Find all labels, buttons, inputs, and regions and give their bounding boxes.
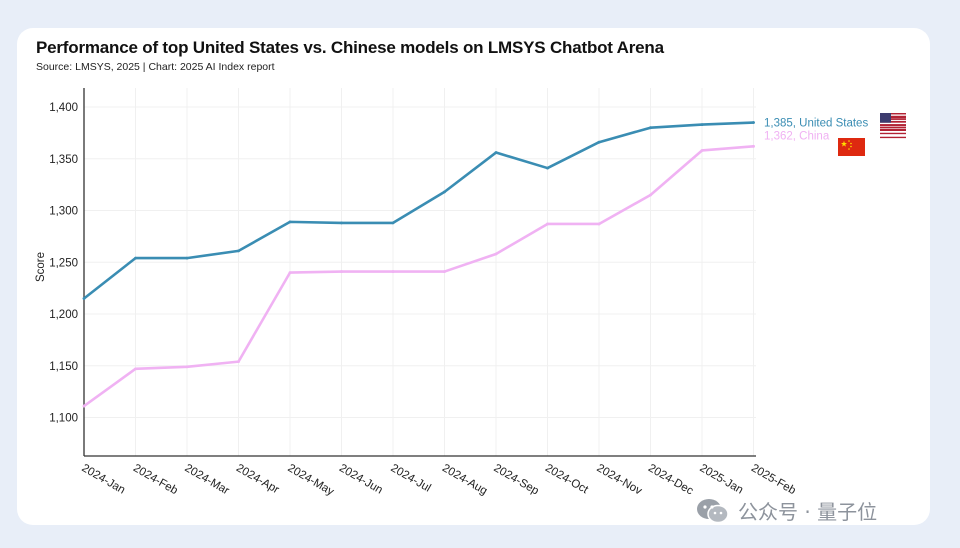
x-tick-label: 2024-Oct: [543, 462, 591, 496]
x-tick-label: 2024-Aug: [440, 462, 489, 497]
x-tick-label: 2024-Feb: [131, 462, 180, 497]
end-label-united-states: 1,385, United States: [764, 118, 868, 130]
series-line-united-states: [82, 121, 755, 300]
y-tick-label: 1,400: [49, 102, 78, 114]
data-point: [752, 144, 755, 148]
chart-title: Performance of top United States vs. Chi…: [36, 38, 664, 57]
watermark-text: 公众号 · 量子位: [738, 500, 878, 524]
data-point: [134, 367, 137, 371]
data-point: [546, 222, 549, 226]
chart-subtitle: Source: LMSYS, 2025 | Chart: 2025 AI Ind…: [36, 61, 275, 73]
x-tick-label: 2024-May: [286, 462, 337, 498]
data-point: [185, 256, 189, 260]
china-flag-icon: [838, 138, 865, 156]
data-point: [391, 221, 395, 225]
wechat-icon: [697, 498, 729, 523]
data-point: [649, 126, 652, 130]
watermark: 公众号 · 量子位: [696, 496, 877, 525]
data-point: [494, 252, 498, 256]
data-point: [82, 297, 86, 300]
data-point: [700, 123, 704, 126]
data-point: [134, 256, 137, 260]
x-tick-label: 2024-Jan: [80, 462, 128, 496]
data-point: [597, 140, 601, 144]
data-point: [340, 221, 343, 225]
data-point: [237, 360, 240, 364]
data-point: [82, 404, 86, 408]
data-point: [597, 222, 601, 226]
data-point: [443, 190, 446, 194]
x-tick-label: 2024-Sep: [492, 462, 541, 497]
y-tick-label: 1,100: [49, 413, 78, 425]
y-tick-label: 1,200: [49, 309, 78, 321]
data-point: [340, 270, 343, 273]
x-tick-label: 2024-Mar: [183, 462, 232, 497]
x-tick-label: 2025-Jan: [698, 462, 746, 496]
x-tick-label: 2024-Dec: [646, 462, 695, 497]
x-tick-label: 2024-Jul: [389, 462, 433, 494]
end-label-china: 1,362, China: [764, 130, 830, 142]
x-tick-label: 2024-Nov: [595, 462, 644, 497]
data-point: [700, 149, 704, 152]
data-point: [237, 249, 240, 253]
chart-card: [17, 28, 930, 525]
data-point: [185, 365, 189, 369]
data-point: [494, 151, 498, 154]
series-line-china: [82, 145, 755, 408]
y-tick-label: 1,250: [49, 257, 78, 269]
x-tick-label: 2024-Jun: [337, 462, 385, 496]
x-tick-label: 2025-Feb: [749, 462, 798, 497]
data-point: [752, 121, 755, 124]
data-point: [546, 166, 549, 170]
data-point: [443, 270, 446, 273]
y-tick-label: 1,350: [49, 154, 78, 166]
x-tick-label: 2024-Apr: [234, 462, 281, 496]
y-tick-label: 1,150: [49, 361, 78, 373]
us-flag-icon: [880, 113, 906, 139]
y-axis-label: Score: [35, 252, 47, 282]
data-point: [288, 271, 292, 274]
data-point: [391, 270, 395, 273]
y-tick-label: 1,300: [49, 206, 78, 218]
data-point: [649, 193, 652, 197]
data-point: [288, 220, 292, 224]
